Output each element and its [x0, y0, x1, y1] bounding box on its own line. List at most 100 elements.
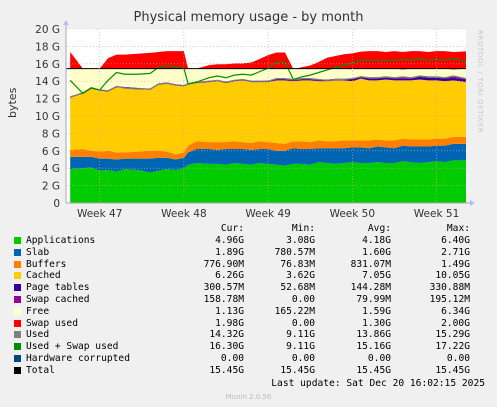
- legend-avg-value: 15.45G: [356, 364, 391, 376]
- legend-avg-value: 144.28M: [350, 282, 391, 294]
- legend-header-max: Max:: [446, 223, 470, 234]
- legend-max-value: 6.34G: [441, 305, 470, 317]
- legend-max-value: 15.45G: [435, 364, 470, 376]
- legend-cur-value: 1.89G: [215, 246, 244, 258]
- legend-max-value: 0.00: [446, 353, 470, 364]
- legend-min-value: 165.22M: [274, 305, 315, 317]
- y-tick-label: 4 G: [42, 163, 60, 175]
- legend-swatch: [14, 272, 21, 280]
- legend-row: Total 15.45G 15.45G 15.45G 15.45G: [14, 365, 489, 377]
- legend-swatch: [14, 284, 21, 292]
- legend-min-value: 9.11G: [286, 329, 315, 341]
- y-tick-label: 12 G: [35, 94, 60, 106]
- legend-row: Free 1.13G 165.22M 1.59G 6.34G: [14, 306, 489, 318]
- area-swap-used: [70, 51, 467, 70]
- legend-row: Used 14.32G 9.11G 13.86G 15.29G: [14, 329, 489, 341]
- area-free: [70, 66, 467, 97]
- legend-max-value: 195.12M: [429, 294, 470, 305]
- legend-avg-value: 15.16G: [356, 341, 391, 353]
- legend-avg-value: 13.86G: [356, 329, 391, 341]
- y-tick-label: 16 G: [35, 59, 60, 71]
- legend-min-value: 780.57M: [274, 246, 315, 258]
- y-tick-label: 8 G: [42, 128, 60, 140]
- legend-series-name: Total: [26, 364, 55, 376]
- y-tick-label: 2 G: [42, 181, 60, 193]
- area-applications: [70, 160, 467, 203]
- legend-row: Swap used 1.98G 0.00 1.30G 2.00G: [14, 318, 489, 330]
- legend-min-value: 76.83M: [280, 258, 315, 270]
- legend-avg-value: 1.30G: [362, 317, 391, 329]
- legend-series-name: Hardware corrupted: [26, 353, 130, 364]
- y-tick-label: 0: [53, 198, 60, 210]
- legend-avg-value: 4.18G: [362, 235, 391, 246]
- legend-header-avg: Avg:: [367, 223, 391, 234]
- legend-cur-value: 776.90M: [203, 258, 244, 270]
- legend-cur-value: 14.32G: [209, 329, 244, 341]
- legend-min-value: 3.62G: [286, 270, 315, 282]
- legend-max-value: 10.05G: [435, 270, 470, 282]
- legend-swatch: [14, 331, 21, 339]
- legend-min-value: 0.00: [291, 294, 315, 305]
- legend-row: Swap cached 158.78M 0.00 79.99M 195.12M: [14, 294, 489, 306]
- chart-title: Physical memory usage - by month: [133, 10, 364, 25]
- y-tick-label: 10 G: [35, 111, 60, 123]
- legend-min-value: 0.00: [291, 317, 315, 329]
- legend-cur-value: 300.57M: [203, 282, 244, 294]
- legend-cur-value: 1.13G: [215, 305, 244, 317]
- y-tick-label: 6 G: [42, 146, 60, 158]
- legend-swatch: [14, 237, 21, 244]
- legend-cur-value: 16.30G: [209, 341, 244, 353]
- area-page-tables: [70, 76, 467, 98]
- legend-max-value: 1.49G: [441, 258, 470, 270]
- legend-cur-value: 4.96G: [215, 235, 244, 246]
- x-tick-label: Week 50: [330, 208, 375, 220]
- legend-series-name: Free: [26, 305, 50, 317]
- legend-max-value: 6.40G: [441, 235, 470, 246]
- legend-series-name: Swap cached: [26, 294, 90, 305]
- x-axis-arrow: [470, 200, 475, 206]
- legend-cur-value: 6.26G: [215, 270, 244, 282]
- legend-avg-value: 1.60G: [362, 246, 391, 258]
- legend-swatch: [14, 307, 21, 315]
- legend-cur-value: 158.78M: [203, 294, 244, 305]
- legend-row: Slab 1.89G 780.57M 1.60G 2.71G: [14, 247, 489, 259]
- legend-swatch: [14, 260, 21, 268]
- legend-max-value: 2.00G: [441, 317, 470, 329]
- x-tick-label: Week 48: [161, 208, 206, 220]
- legend-min-value: 0.00: [291, 353, 315, 364]
- legend-swatch: [14, 319, 21, 327]
- legend-series-name: Swap used: [26, 317, 78, 329]
- y-tick-label: 14 G: [35, 76, 60, 88]
- legend-header-min: Min:: [291, 223, 315, 234]
- legend-swatch: [14, 366, 21, 374]
- legend-row: Cached 6.26G 3.62G 7.05G 10.05G: [14, 270, 489, 282]
- x-tick-label: Week 51: [414, 208, 459, 220]
- legend-min-value: 3.08G: [286, 235, 315, 246]
- legend-cur-value: 15.45G: [209, 364, 244, 376]
- last-update-text: Last update: Sat Dec 20 16:02:15 2025: [271, 378, 485, 389]
- legend-min-value: 15.45G: [280, 364, 315, 376]
- legend-avg-value: 0.00: [367, 353, 391, 364]
- legend-row: Page tables 300.57M 52.68M 144.28M 330.88M: [14, 282, 489, 294]
- legend-row: Hardware corrupted 0.00 0.00 0.00 0.00: [14, 353, 489, 365]
- legend-max-value: 2.71G: [441, 246, 470, 258]
- legend-max-value: 17.22G: [435, 341, 470, 353]
- legend-series-name: Applications: [26, 235, 96, 246]
- legend-swatch: [14, 296, 21, 303]
- x-tick-label: Week 47: [77, 208, 122, 220]
- legend-min-value: 52.68M: [280, 282, 315, 294]
- legend-swatch: [14, 248, 21, 256]
- legend-series-name: Page tables: [26, 282, 90, 294]
- legend-series-name: Used: [26, 329, 50, 341]
- legend-cur-value: 1.98G: [215, 317, 244, 329]
- legend-cur-value: 0.00: [220, 353, 244, 364]
- munin-version-footer: Munin 2.0.56: [225, 393, 272, 401]
- legend-series-name: Cached: [26, 270, 61, 282]
- legend-swatch: [14, 355, 21, 362]
- y-axis-arrow: [63, 20, 69, 25]
- legend-row: Buffers 776.90M 76.83M 831.07M 1.49G: [14, 259, 489, 271]
- memory-chart: 0 2 G 4 G 6 G 8 G 10 G 12 G 14 G 16 G 18 G 20 G Wee…: [35, 20, 475, 220]
- legend-swatch: [14, 343, 21, 351]
- x-tick-label: Week 49: [245, 208, 290, 220]
- legend-header-cur: Cur:: [220, 223, 244, 234]
